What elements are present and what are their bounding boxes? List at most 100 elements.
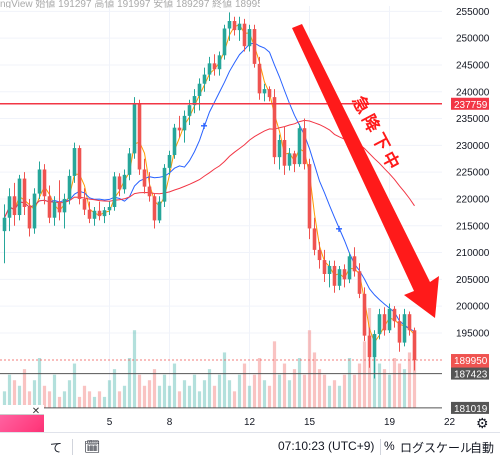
ad-header: [0, 405, 44, 415]
volume-bar: [157, 385, 162, 408]
candle-body: [362, 293, 367, 336]
candle-body: [92, 210, 97, 219]
volume-bar: [87, 391, 92, 408]
candle-body: [12, 196, 17, 216]
level-b-tag: 181019: [454, 404, 488, 415]
price-tick-label: 245000: [456, 60, 490, 71]
candle-body: [177, 127, 182, 131]
horizontal-levels[interactable]: [0, 103, 442, 409]
volume-bar: [342, 374, 347, 408]
volume-bar: [122, 385, 127, 408]
candle-body: [2, 217, 7, 232]
trend-arrow[interactable]: [292, 24, 439, 318]
candle-body: [307, 164, 312, 229]
volume-bar: [252, 374, 257, 408]
bottom-toolbar: て 🗓 07:10:23 (UTC+9) % ログスケール 自動: [0, 432, 500, 460]
volume-bar: [232, 391, 237, 408]
candle-body: [197, 83, 202, 97]
candle-body: [102, 210, 107, 217]
volume-bar: [142, 385, 147, 408]
volume-bar: [32, 380, 37, 408]
candle-body: [257, 63, 262, 94]
candle-body: [52, 201, 57, 218]
volume-bar: [237, 374, 242, 408]
close-icon[interactable]: ✕: [31, 406, 41, 417]
candle-body: [62, 198, 67, 213]
volume-bar: [332, 380, 337, 408]
candle-body: [267, 89, 272, 98]
volume-bar: [92, 396, 97, 408]
resistance-price-tag-bg: [451, 97, 489, 110]
candle-body: [42, 169, 47, 197]
candle-body: [387, 308, 392, 331]
volume-bar: [352, 374, 357, 408]
time-axis[interactable]: 5 8 12 15 19 22 ⚙: [107, 415, 489, 431]
candle-body: [212, 63, 217, 70]
volume-bar: [202, 380, 207, 408]
candle-body: [372, 334, 377, 358]
time-tick-label: 12: [244, 417, 256, 428]
candle-body: [167, 155, 172, 168]
candle-body: [232, 21, 237, 31]
volume-bar: [282, 363, 287, 408]
volume-bar: [377, 363, 382, 408]
volume-bar: [197, 391, 202, 408]
candle-body: [122, 174, 127, 190]
candle-body: [357, 271, 362, 294]
price-tags: 23775918995001:49:37187423181019: [451, 97, 493, 415]
volume-bar: [182, 380, 187, 408]
price-tick-label: 220000: [456, 194, 490, 205]
candle-body: [227, 21, 232, 29]
divider: [72, 439, 73, 455]
volume-bar: [12, 380, 17, 408]
volume-bar: [112, 369, 117, 408]
candle-body: [272, 97, 277, 158]
time-display[interactable]: 07:10:23 (UTC+9): [278, 439, 375, 453]
volume-bar: [392, 358, 397, 408]
candle-body: [207, 63, 212, 75]
price-chart[interactable]: ++ 急降下中 25500025000024500024000023500023…: [0, 0, 500, 432]
ohlc-header: ngView 始値 191297 高値 191997 安値 189297 終値 …: [0, 0, 260, 8]
time-tick-label: 5: [107, 417, 113, 428]
candle-body: [7, 196, 12, 218]
time-tick-label: 8: [167, 417, 173, 428]
candle-body: [327, 265, 332, 274]
candle-body: [237, 23, 242, 31]
candle-body: [222, 28, 227, 56]
volume-bar: [102, 396, 107, 408]
candle-body: [37, 169, 42, 194]
gear-icon[interactable]: ⚙: [476, 415, 489, 431]
volume-bars: [2, 308, 417, 408]
volume-bar: [37, 358, 42, 408]
candle-body: [397, 321, 402, 343]
divider: [380, 439, 381, 455]
level-a-tag-bg: [451, 367, 489, 380]
candle-body: [247, 29, 252, 47]
volume-bar: [67, 380, 72, 408]
price-tick-label: 200000: [456, 302, 490, 313]
auto-toggle[interactable]: 自動: [470, 441, 495, 455]
volume-bar: [317, 369, 322, 408]
volume-bar: [207, 369, 212, 408]
volume-bar: [77, 396, 82, 408]
candle-body: [107, 207, 112, 211]
volume-bar: [72, 363, 77, 408]
volume-bar: [357, 363, 362, 408]
cross-icon: +: [201, 119, 208, 133]
candle-body: [57, 201, 62, 213]
candle-body: [82, 198, 87, 210]
volume-bar: [167, 385, 172, 408]
volume-bar: [127, 358, 132, 408]
price-tick-label: 205000: [456, 275, 490, 286]
down-arrow[interactable]: [292, 24, 439, 318]
volume-bar: [327, 385, 332, 408]
volume-bar: [217, 374, 222, 408]
log-scale-toggle[interactable]: ログスケール: [400, 441, 473, 455]
candle-body: [217, 55, 222, 70]
percent-toggle[interactable]: %: [384, 439, 395, 453]
time-tick-label: 19: [384, 417, 396, 428]
candle-body: [22, 178, 27, 207]
goto-label[interactable]: て: [50, 441, 63, 455]
calendar-icon[interactable]: 🗓: [84, 439, 101, 454]
